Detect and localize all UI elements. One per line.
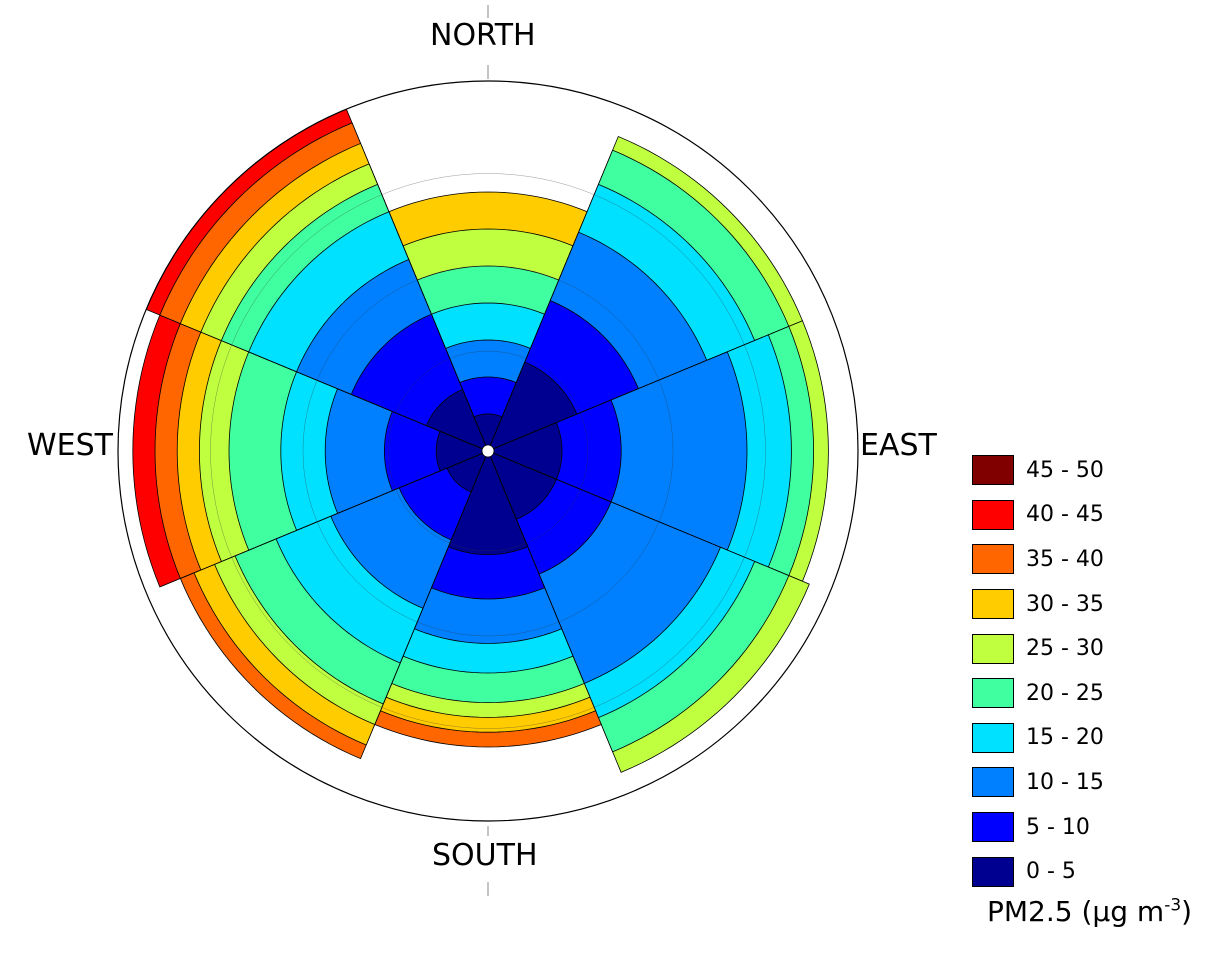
legend-item: 15 - 20	[972, 716, 1104, 761]
east-label: EAST	[860, 428, 937, 463]
legend-label: 30 - 35	[1026, 591, 1104, 617]
legend: 45 - 50 40 - 45 35 - 40 30 - 35 25 - 30 20 - …	[972, 448, 1104, 894]
sector-nnw	[145, 108, 489, 452]
sector-nne	[388, 191, 588, 453]
legend-swatch	[972, 812, 1014, 843]
contour-band-ene-0	[487, 361, 578, 452]
center-dot	[481, 444, 495, 458]
sector-wnw	[132, 314, 490, 588]
legend-item: 45 - 50	[972, 448, 1104, 493]
sector-sse	[487, 450, 810, 773]
contour-band-ese-0	[486, 422, 563, 480]
contour-band-sse-0	[487, 450, 557, 520]
legend-item: 40 - 45	[972, 493, 1104, 538]
legend-title-exponent: -3	[1164, 895, 1182, 916]
outer-rim	[117, 80, 859, 822]
legend-item: 25 - 30	[972, 626, 1104, 671]
legend-label: 40 - 45	[1026, 502, 1104, 528]
legend-item: 0 - 5	[972, 849, 1104, 894]
west-label: WEST	[27, 428, 113, 463]
legend-label: 10 - 15	[1026, 769, 1104, 795]
legend-title-prefix: PM2.5 (	[987, 895, 1093, 928]
north-label: NORTH	[430, 18, 536, 53]
legend-swatch	[972, 455, 1014, 486]
legend-swatch	[972, 544, 1014, 575]
legend-swatch	[972, 499, 1014, 530]
sector-ene	[487, 135, 804, 452]
legend-label: 0 - 5	[1026, 859, 1076, 885]
contour-band-ssw-0	[447, 449, 529, 556]
legend-item: 35 - 40	[972, 537, 1104, 582]
legend-label: 15 - 20	[1026, 725, 1104, 751]
legend-item: 5 - 10	[972, 805, 1104, 850]
south-label: SOUTH	[432, 838, 538, 873]
legend-swatch	[972, 856, 1014, 887]
sector-wsw	[179, 450, 489, 760]
contour-band-wnw-0	[435, 430, 490, 472]
legend-swatch	[972, 678, 1014, 709]
legend-title-suffix: )	[1181, 895, 1193, 928]
legend-title-unit: g m	[1110, 895, 1165, 928]
legend-item: 20 - 25	[972, 671, 1104, 716]
legend-label: 25 - 30	[1026, 636, 1104, 662]
legend-title: PM2.5 (μg m-3)	[987, 895, 1192, 928]
legend-item: 10 - 15	[972, 760, 1104, 805]
legend-label: 20 - 25	[1026, 680, 1104, 706]
legend-swatch	[972, 589, 1014, 620]
legend-swatch	[972, 633, 1014, 664]
legend-label: 35 - 40	[1026, 546, 1104, 572]
sector-ese	[486, 320, 829, 582]
legend-swatch	[972, 722, 1014, 753]
legend-label: 45 - 50	[1026, 457, 1104, 483]
contour-band-nnw-0	[425, 388, 489, 452]
legend-item: 30 - 35	[972, 582, 1104, 627]
contour-band-nne-0	[473, 413, 503, 453]
legend-swatch	[972, 767, 1014, 798]
sectors-layer	[117, 80, 859, 822]
legend-title-mu: μ	[1092, 895, 1111, 928]
grid-ring-0	[387, 350, 589, 552]
grid-ring-2	[210, 173, 766, 729]
sector-ssw	[374, 449, 602, 748]
legend-label: 5 - 10	[1026, 814, 1090, 840]
contour-band-wsw-0	[446, 450, 489, 493]
grid-ring-1	[302, 265, 674, 637]
